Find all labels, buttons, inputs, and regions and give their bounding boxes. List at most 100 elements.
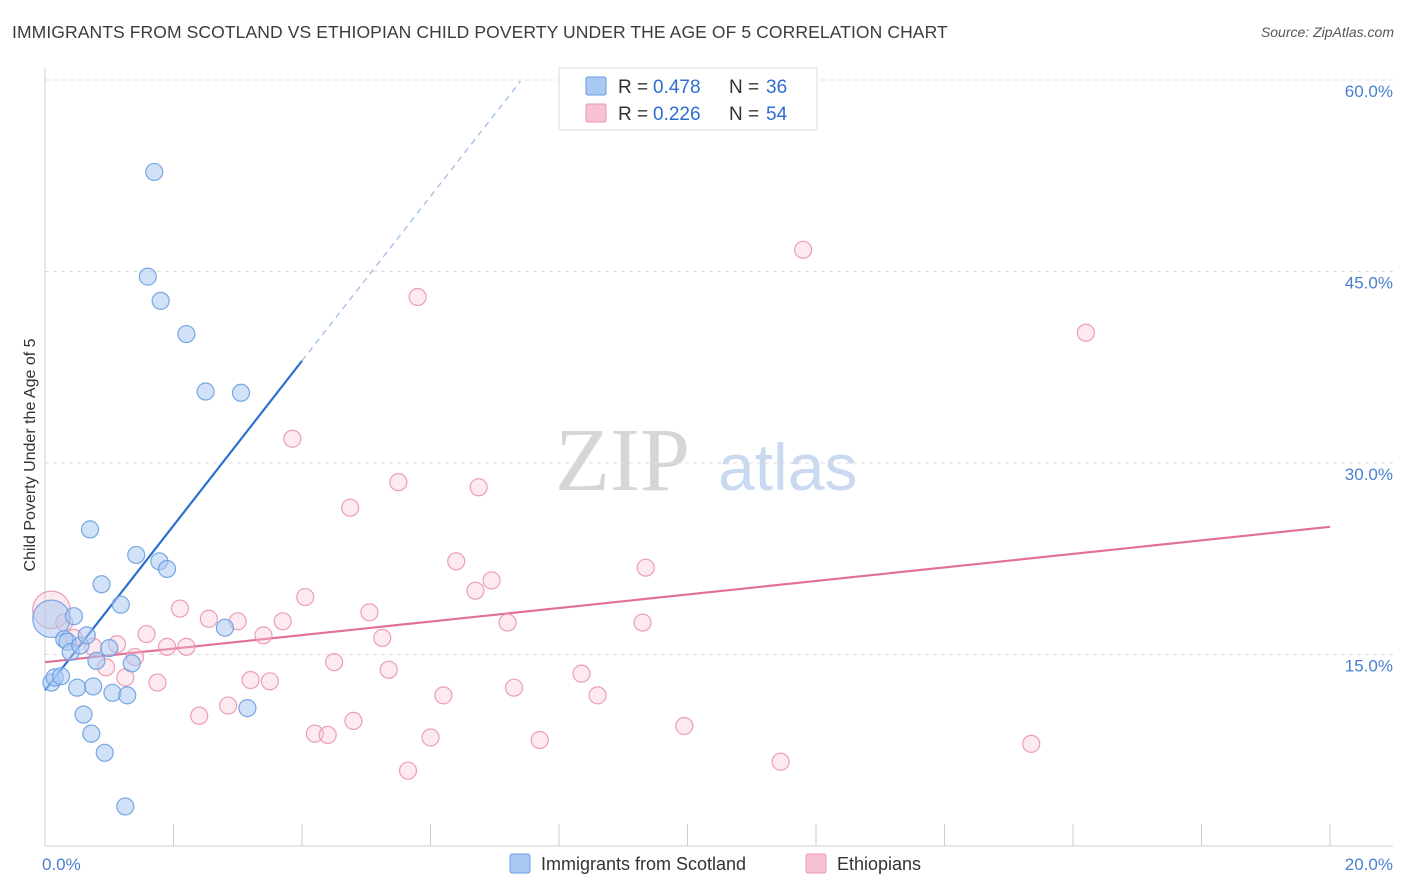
bottom-legend-label-scotland: Immigrants from Scotland <box>541 854 746 874</box>
legend-n-value-scotland: 36 <box>766 77 787 98</box>
scotland-point <box>92 575 111 594</box>
ethiopians-point <box>360 603 379 622</box>
scotland-point <box>145 162 164 182</box>
y-tick-label: 45.0% <box>1345 274 1393 293</box>
watermark-atlas: atlas <box>718 430 857 504</box>
ethiopians-point <box>504 678 524 697</box>
legend-r-label-ethiopians: R = <box>618 104 648 125</box>
ethiopians-point <box>219 696 238 715</box>
ethiopians-point <box>344 711 363 730</box>
chart-title: IMMIGRANTS FROM SCOTLAND VS ETHIOPIAN CH… <box>12 22 948 42</box>
legend-swatch-ethiopians <box>585 103 607 123</box>
y-tick-label: 60.0% <box>1345 82 1393 101</box>
scotland-point <box>116 797 135 816</box>
ethiopians-point <box>447 552 466 571</box>
source-attribution: Source: ZipAtlas.com <box>1260 24 1394 40</box>
legend-r-label-scotland: R = <box>618 77 648 98</box>
y-tick-label: 30.0% <box>1345 465 1393 484</box>
ethiopians-point <box>260 672 279 691</box>
ethiopians-point <box>636 558 655 577</box>
ethiopians-point <box>421 728 440 747</box>
ethiopians-point <box>254 626 273 645</box>
ethiopians-point <box>408 287 427 307</box>
ethiopians-point <box>379 660 398 679</box>
watermark-zip: ZIP <box>555 411 690 510</box>
scotland-point <box>95 743 114 762</box>
ethiopians-point <box>498 613 517 632</box>
data-points <box>32 162 1095 816</box>
ethiopians-point <box>241 670 260 690</box>
scotland-point <box>100 639 119 658</box>
ethiopians-point <box>341 498 360 517</box>
ethiopians-point <box>325 653 344 672</box>
scotland-point <box>177 324 196 344</box>
scotland-point <box>238 699 257 718</box>
scotland-point <box>82 724 101 743</box>
ethiopians-point <box>794 240 813 259</box>
ethiopians-point <box>469 478 488 497</box>
ethiopians-point <box>398 761 418 780</box>
ethiopians-point <box>273 612 292 631</box>
scotland-point <box>118 686 137 705</box>
legend-r-value-ethiopians: 0.226 <box>653 104 701 125</box>
ethiopians-point <box>296 587 315 607</box>
legend-n-label-scotland: N = <box>729 77 759 98</box>
trend-line-ethiopians <box>44 525 1331 664</box>
scotland-point <box>51 667 71 686</box>
ethiopians-point <box>530 730 549 750</box>
ethiopians-point <box>148 673 167 692</box>
correlation-legend: R = 0.478 N = 36 R = 0.226 N = 54 <box>558 67 818 131</box>
ethiopians-point <box>466 581 485 600</box>
scotland-point <box>103 683 122 702</box>
ethiopians-point <box>283 429 302 448</box>
ethiopians-point <box>1022 734 1041 753</box>
ethiopians-point <box>588 686 607 705</box>
scotland-point <box>122 654 141 673</box>
scotland-point <box>64 607 84 626</box>
grid <box>45 79 1393 655</box>
bottom-legend-swatch-scotland <box>509 853 531 874</box>
scotland-point <box>231 383 251 402</box>
legend-r-value-scotland: 0.478 <box>653 77 701 98</box>
bottom-legend-label-ethiopians: Ethiopians <box>837 854 921 874</box>
ethiopians-point <box>572 664 591 683</box>
scotland-point <box>127 545 146 565</box>
ethiopians-point <box>1076 323 1095 342</box>
x-tick-label-min: 0.0% <box>42 855 81 874</box>
ethiopians-point <box>137 624 156 644</box>
ethiopians-point <box>190 706 209 725</box>
scotland-point <box>157 559 177 579</box>
ethiopians-point <box>389 473 408 492</box>
ethiopians-point <box>771 752 790 771</box>
axes: 15.0% 30.0% 45.0% 60.0% 0.0% 20.0% <box>42 68 1393 874</box>
scotland-point <box>68 678 87 697</box>
scotland-point <box>138 267 157 286</box>
scotland-point <box>84 677 103 696</box>
y-tick-label: 15.0% <box>1345 657 1393 676</box>
ethiopians-point <box>633 613 652 632</box>
scotland-point <box>77 626 96 645</box>
trend-line-scotland-extrapolated <box>301 80 521 362</box>
ethiopians-point <box>199 609 218 628</box>
scotland-point <box>215 618 234 637</box>
x-tick-label-max: 20.0% <box>1345 855 1393 874</box>
legend-n-value-ethiopians: 54 <box>766 104 788 125</box>
ethiopians-point <box>675 716 694 736</box>
ethiopians-point <box>170 599 190 618</box>
ethiopians-point <box>434 686 453 705</box>
series-legend: Immigrants from Scotland Ethiopians <box>509 853 921 874</box>
bottom-legend-swatch-ethiopians <box>805 853 827 874</box>
ethiopians-point <box>482 571 501 590</box>
scotland-point <box>87 651 106 670</box>
y-axis-label: Child Poverty Under the Age of 5 <box>22 338 39 571</box>
scotland-point <box>111 595 130 614</box>
legend-swatch-scotland <box>585 76 607 96</box>
scotland-point <box>74 705 93 724</box>
ethiopians-point <box>373 628 392 648</box>
ethiopians-point <box>318 725 337 745</box>
legend-n-label-ethiopians: N = <box>729 104 759 125</box>
ethiopians-point <box>157 637 177 656</box>
scotland-point <box>196 382 215 401</box>
scotland-point <box>80 520 100 539</box>
